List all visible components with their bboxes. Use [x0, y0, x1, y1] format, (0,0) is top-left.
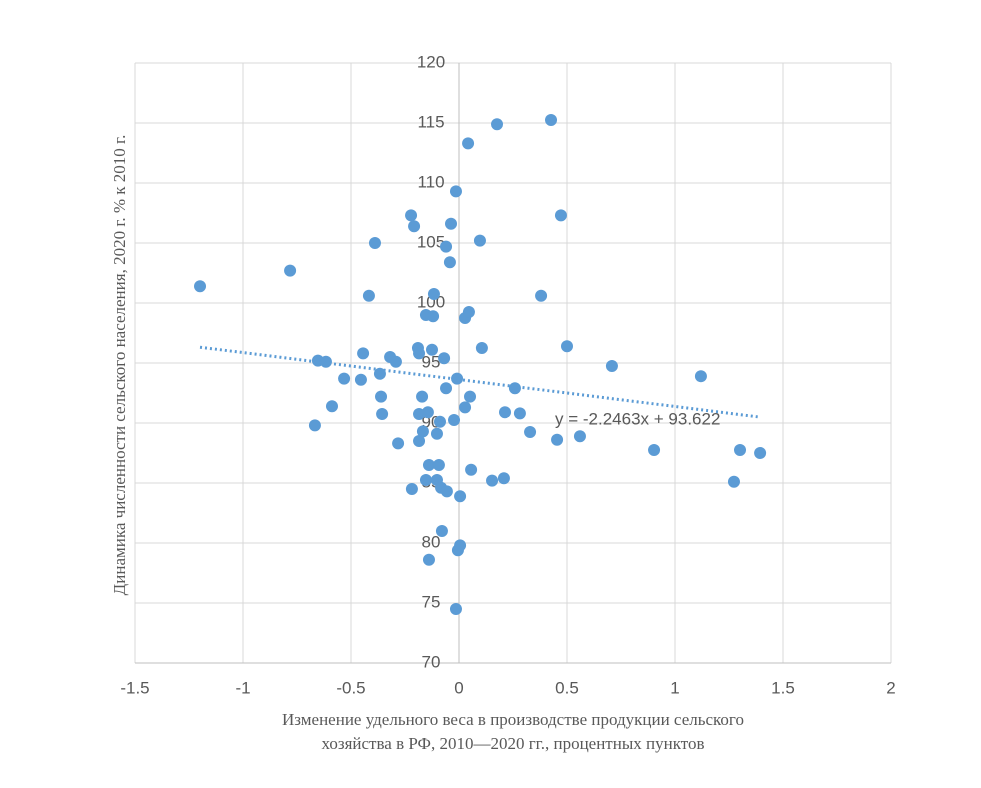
point — [454, 539, 467, 552]
point — [325, 400, 338, 413]
point — [357, 347, 370, 360]
point — [389, 355, 402, 368]
y-tick-label: 110 — [417, 172, 444, 191]
point — [754, 447, 767, 459]
point — [535, 289, 548, 302]
point — [376, 408, 389, 420]
y-tick-label: 105 — [417, 232, 445, 251]
point — [375, 390, 388, 403]
point — [448, 414, 461, 426]
point — [454, 490, 467, 503]
point — [413, 435, 426, 447]
point — [727, 475, 740, 488]
x-tick-label: 1 — [670, 678, 679, 697]
point — [508, 382, 521, 395]
point — [427, 310, 440, 323]
point — [524, 426, 537, 438]
point — [430, 427, 443, 440]
point — [459, 401, 472, 414]
x-tick-label: -1 — [235, 678, 250, 697]
point — [362, 289, 375, 302]
point — [605, 360, 618, 372]
point — [419, 474, 432, 486]
point — [440, 240, 453, 253]
point — [462, 306, 475, 318]
point — [473, 234, 486, 247]
y-tick-label: 75 — [422, 592, 441, 611]
point — [416, 425, 429, 438]
point — [416, 390, 429, 403]
point — [435, 525, 448, 537]
point — [445, 217, 458, 230]
point — [449, 185, 462, 198]
point — [513, 407, 526, 420]
point — [438, 352, 451, 365]
point — [648, 444, 661, 456]
x-tick-label: 0 — [454, 678, 463, 697]
x-tick-label: -1.5 — [120, 678, 149, 697]
x-tick-label: 0.5 — [555, 678, 579, 697]
trendline — [199, 345, 761, 419]
point — [449, 603, 462, 615]
point — [433, 415, 446, 428]
point — [392, 437, 405, 450]
point — [373, 367, 386, 380]
point — [405, 209, 418, 222]
point — [308, 419, 321, 432]
point — [694, 370, 707, 383]
y-tick-label: 95 — [422, 352, 441, 371]
point — [432, 459, 445, 471]
point — [545, 114, 558, 126]
x-tick-label: 2 — [886, 678, 895, 697]
y-tick-label: 80 — [422, 532, 441, 551]
point — [421, 406, 434, 419]
point — [554, 209, 567, 222]
x-axis-title: хозяйства в РФ, 2010—2020 гг., процентны… — [322, 734, 705, 753]
point — [413, 347, 426, 360]
point — [465, 463, 478, 476]
point — [194, 280, 207, 293]
point — [338, 372, 351, 385]
y-axis-title: Динамика численности сельского населения… — [110, 135, 129, 596]
point — [499, 406, 512, 419]
point — [440, 485, 453, 498]
point — [427, 288, 440, 300]
trendline-label: y = -2.2463x + 93.622 — [555, 409, 720, 428]
point — [561, 340, 573, 353]
point — [354, 373, 367, 386]
point — [573, 430, 586, 443]
point — [462, 137, 475, 150]
point — [475, 342, 488, 354]
point — [440, 382, 453, 395]
point — [284, 264, 297, 277]
x-tick-label: -0.5 — [336, 678, 365, 697]
point — [486, 474, 499, 487]
point — [408, 220, 421, 233]
point — [734, 444, 747, 456]
x-tick-label: 1.5 — [771, 678, 795, 697]
x-axis-title: Изменение удельного веса в производстве … — [282, 710, 744, 729]
point — [491, 118, 504, 131]
point — [451, 372, 464, 385]
point — [443, 256, 456, 269]
point — [464, 390, 477, 403]
y-tick-label: 115 — [417, 112, 444, 131]
point — [551, 433, 564, 446]
point — [426, 343, 438, 356]
point — [368, 237, 381, 249]
point — [497, 472, 510, 485]
y-tick-label: 120 — [417, 52, 445, 71]
point — [422, 553, 435, 566]
point — [422, 459, 435, 471]
y-tick-label: 70 — [422, 652, 441, 671]
point — [405, 483, 418, 495]
